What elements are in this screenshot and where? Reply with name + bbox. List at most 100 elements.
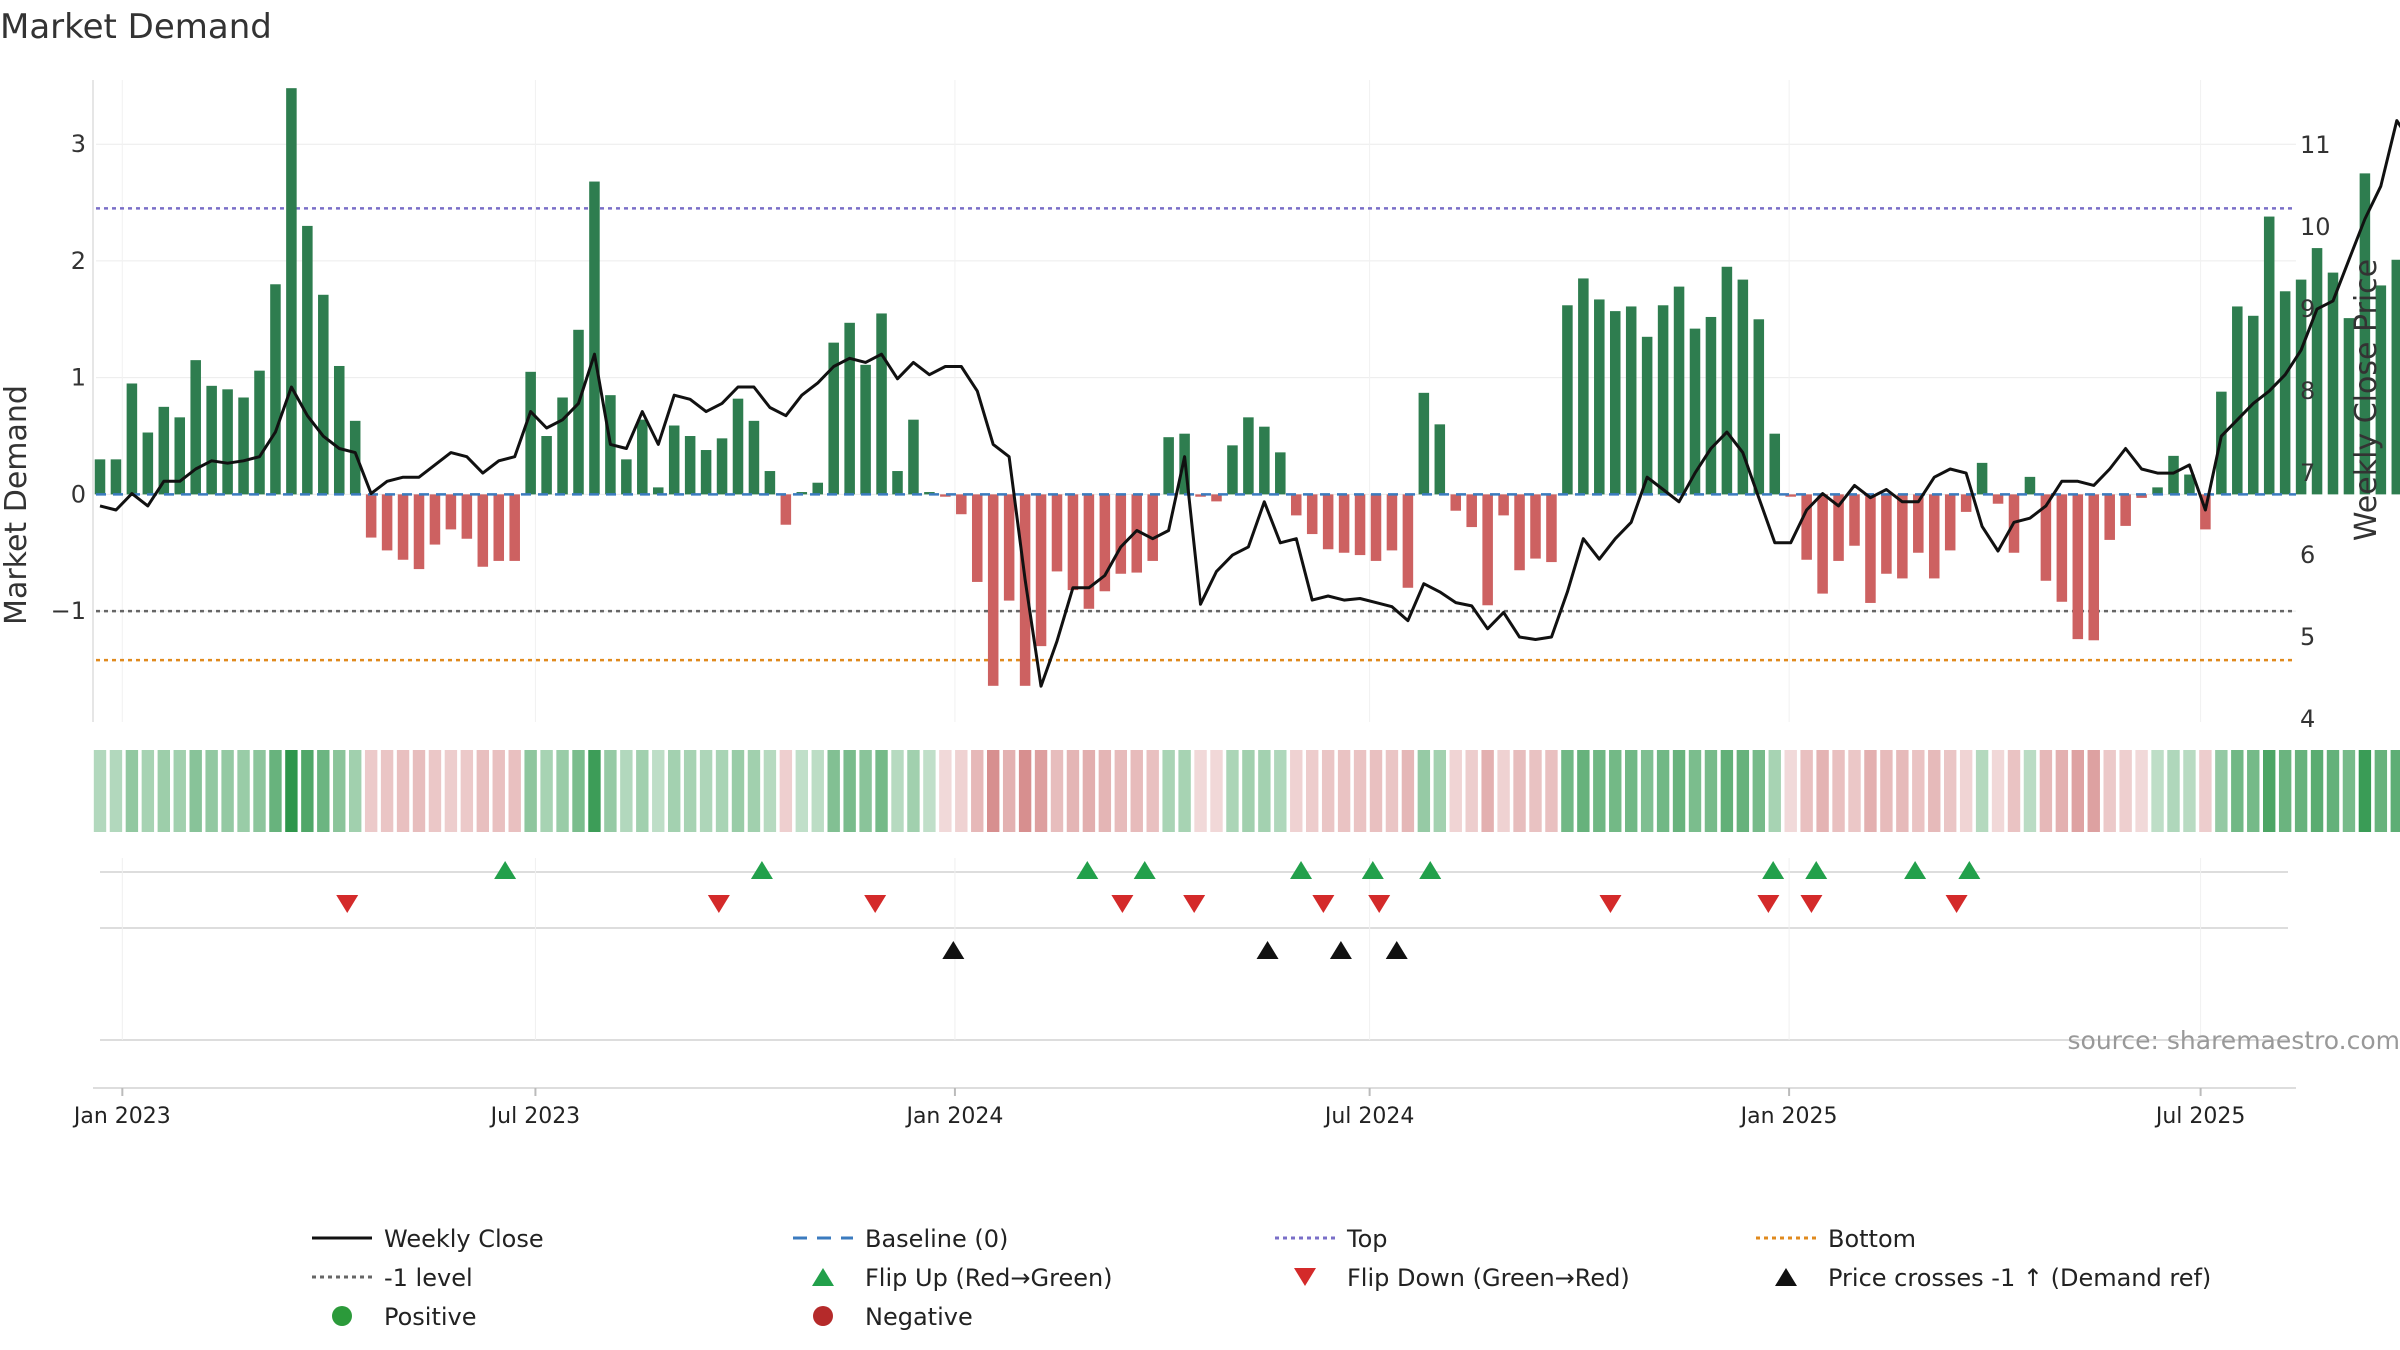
heat-cell — [763, 750, 777, 832]
y2-tick-label: 6 — [2300, 541, 2315, 569]
legend-label: -1 level — [384, 1264, 473, 1292]
heat-cell — [2278, 750, 2292, 832]
heat-cell — [668, 750, 681, 832]
heat-cell — [1513, 750, 1526, 832]
flip-down-marker — [1945, 895, 1968, 913]
legend-item: Flip Down (Green→Red) — [1294, 1264, 1630, 1292]
flip-down-marker — [1800, 895, 1823, 913]
heat-cell — [604, 750, 617, 832]
heat-cell — [747, 750, 761, 832]
negative-demand-bar — [1913, 494, 1924, 553]
heat-cell — [1912, 750, 1925, 832]
heat-cell — [1928, 750, 1941, 832]
source-label: source: sharemaestro.com — [2068, 1026, 2400, 1055]
demand-heat-strip — [93, 750, 2400, 832]
heat-cell — [1050, 750, 1064, 832]
heat-cell — [141, 750, 155, 832]
heat-cell — [396, 750, 410, 832]
positive-demand-bar — [684, 436, 696, 495]
negative-demand-bar — [1482, 494, 1493, 606]
heat-cell — [285, 750, 298, 832]
heat-cell — [1066, 750, 1080, 832]
y-tick-label: 3 — [71, 130, 86, 158]
legend-item: Baseline (0) — [793, 1225, 1008, 1253]
legend-item: Top — [1275, 1225, 1388, 1253]
price-cross-marker — [942, 941, 965, 959]
positive-demand-bar — [908, 419, 919, 495]
positive-demand-bar — [557, 397, 568, 495]
heat-cell — [1385, 750, 1399, 832]
heat-cell — [2103, 750, 2116, 832]
positive-demand-bar — [2295, 279, 2307, 495]
heat-cell — [556, 750, 569, 832]
flip-up-marker — [1904, 861, 1927, 879]
negative-demand-bar — [2120, 494, 2131, 526]
heat-cell — [2135, 750, 2148, 832]
flip-down-marker — [1368, 895, 1391, 913]
legend-label: Positive — [384, 1303, 477, 1331]
heat-cell — [349, 750, 362, 832]
heat-cell — [2231, 750, 2244, 832]
heat-cell — [1226, 750, 1239, 832]
flip-up-marker — [1805, 861, 1828, 879]
x-tick-label: Jan 2024 — [904, 1104, 1003, 1129]
negative-demand-bar — [1354, 494, 1366, 556]
negative-demand-bar — [1195, 494, 1206, 497]
heat-cell — [2374, 750, 2388, 832]
heat-cell — [1896, 750, 1909, 832]
positive-demand-bar — [573, 329, 584, 495]
heat-cell — [699, 750, 713, 832]
negative-demand-bar — [413, 494, 425, 570]
positive-demand-bar — [1243, 417, 1254, 495]
heat-cell — [364, 750, 378, 832]
y-axis-label: Market Demand — [0, 385, 34, 625]
heat-cell — [859, 750, 872, 832]
positive-demand-bar — [1689, 328, 1701, 495]
price-cross-marker — [1329, 941, 1352, 959]
negative-demand-bar — [1801, 494, 1812, 560]
positive-demand-bar — [1562, 305, 1573, 495]
demand-bars — [94, 88, 2400, 686]
heat-cell — [2087, 750, 2100, 832]
heat-cell — [1545, 750, 1558, 832]
heat-cell — [588, 750, 601, 832]
heat-cell — [875, 750, 888, 832]
x-tick-label: Jul 2023 — [489, 1104, 581, 1129]
positive-demand-bar — [2279, 291, 2291, 495]
negative-demand-bar — [1051, 494, 1063, 572]
heat-cell — [939, 750, 952, 832]
heat-cell — [1529, 750, 1542, 832]
positive-demand-bar — [812, 482, 824, 495]
chart-title: Market Demand — [0, 7, 272, 47]
negative-demand-bar — [1546, 494, 1557, 563]
flip-up-marker — [1419, 861, 1442, 879]
x-tick-label: Jul 2025 — [2154, 1104, 2246, 1129]
heat-cell — [971, 750, 984, 832]
positive-demand-bar — [1673, 286, 1685, 495]
positive-demand-bar — [238, 397, 249, 495]
heat-cell — [125, 750, 139, 832]
heat-cell — [1800, 750, 1813, 832]
heat-cell — [508, 750, 521, 832]
y2-axis-label: Weekly Close Price — [2349, 259, 2384, 541]
positive-demand-bar — [1737, 279, 1749, 495]
negative-demand-bar — [1817, 494, 1828, 594]
positive-demand-bar — [2168, 455, 2179, 495]
heat-cell — [907, 750, 920, 832]
negative-demand-bar — [1083, 494, 1095, 609]
negative-demand-bar — [477, 494, 489, 567]
negative-demand-bar — [1849, 494, 1860, 546]
positive-demand-bar — [126, 383, 138, 495]
heat-cell — [2247, 750, 2260, 832]
positive-demand-bar — [349, 420, 361, 495]
flip-up-marker — [1762, 861, 1785, 879]
legend-item: Positive — [332, 1303, 477, 1331]
price-cross-marker — [1385, 941, 1408, 959]
heat-cell — [1720, 750, 1734, 832]
negative-demand-bar — [1147, 494, 1158, 561]
heat-cell — [333, 750, 346, 832]
heat-cell — [1258, 750, 1271, 832]
negative-demand-bar — [1897, 494, 1908, 579]
negative-demand-bar — [1115, 494, 1127, 574]
positive-demand-bar — [2327, 272, 2339, 495]
